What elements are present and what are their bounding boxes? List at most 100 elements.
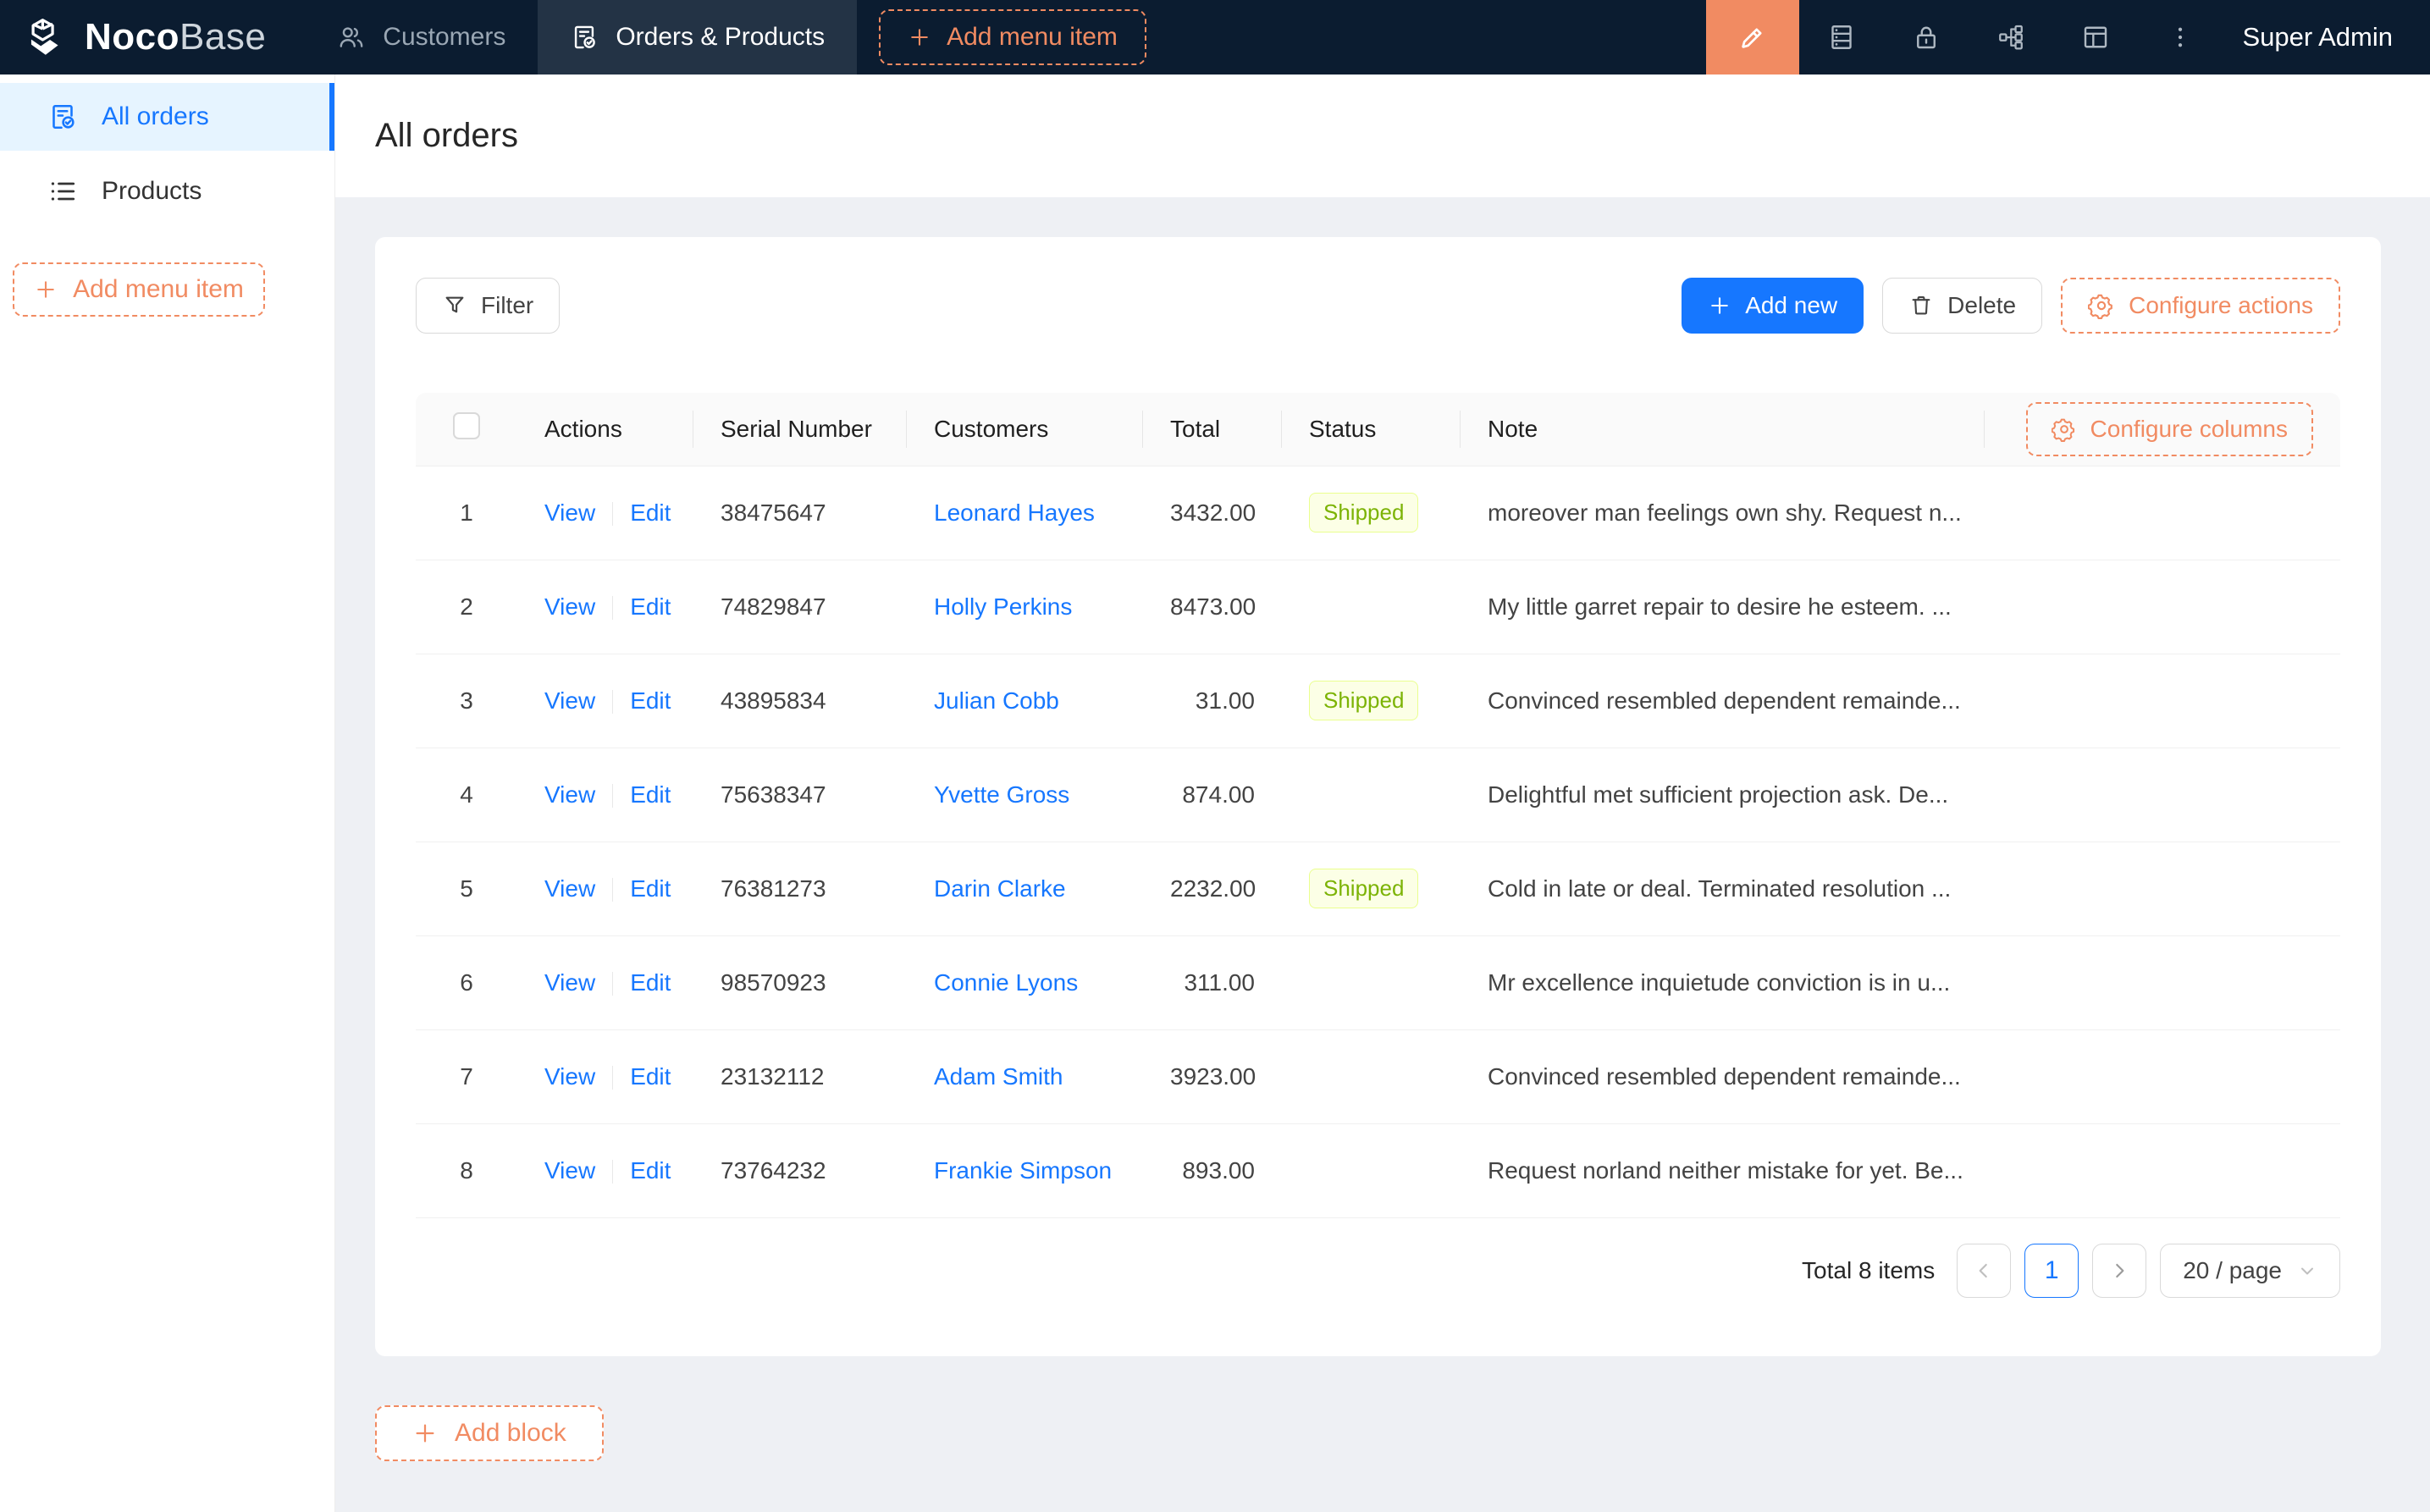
row-index: 8: [416, 1123, 517, 1217]
highlighter-icon: [1737, 21, 1769, 53]
configure-actions-button[interactable]: Configure actions: [2061, 278, 2340, 334]
lock-button[interactable]: [1884, 0, 1969, 74]
page-size-select[interactable]: 20 / page: [2160, 1244, 2340, 1298]
pagination-prev-button[interactable]: [1957, 1244, 2011, 1298]
delete-button[interactable]: Delete: [1882, 278, 2042, 334]
view-link[interactable]: View: [544, 781, 595, 808]
edit-link[interactable]: Edit: [630, 969, 671, 996]
total-cell: 2232.00: [1143, 842, 1282, 935]
chevron-left-icon: [1973, 1260, 1995, 1282]
sidebar-add-menu-item-button[interactable]: Add menu item: [13, 262, 265, 317]
customer-link[interactable]: Connie Lyons: [934, 969, 1078, 996]
plus-icon: [412, 1421, 438, 1446]
edit-link[interactable]: Edit: [630, 1157, 671, 1184]
customer-link[interactable]: Leonard Hayes: [934, 499, 1095, 526]
page-title: All orders: [375, 117, 518, 155]
customer-link[interactable]: Holly Perkins: [934, 593, 1072, 620]
total-cell: 3923.00: [1143, 1029, 1282, 1123]
topbar-add-menu-item-button[interactable]: Add menu item: [879, 9, 1146, 65]
edit-link[interactable]: Edit: [630, 499, 671, 526]
view-link[interactable]: View: [544, 687, 595, 714]
nocobase-logo[interactable]: NocoBase: [0, 0, 305, 74]
table-toolbar: Filter Add new: [416, 278, 2340, 334]
view-link[interactable]: View: [544, 593, 595, 620]
pagination: Total 8 items 1 20 / page: [416, 1244, 2340, 1298]
more-options-button[interactable]: [2138, 0, 2223, 74]
link-divider: [612, 502, 613, 526]
add-block-button[interactable]: Add block: [375, 1405, 604, 1461]
trash-icon: [1908, 293, 1934, 318]
row-index: 4: [416, 748, 517, 842]
sidebar-item-all-orders[interactable]: All orders: [0, 83, 334, 151]
table-row: 2 ViewEdit 74829847 Holly Perkins 8473.0…: [416, 560, 2340, 654]
row-index: 5: [416, 842, 517, 935]
row-index: 2: [416, 560, 517, 654]
pagination-page-1[interactable]: 1: [2024, 1244, 2079, 1298]
plus-icon: [908, 25, 931, 49]
table-row: 3 ViewEdit 43895834 Julian Cobb 31.00 Sh…: [416, 654, 2340, 748]
partition-button[interactable]: [1969, 0, 2053, 74]
customer-link[interactable]: Adam Smith: [934, 1063, 1063, 1090]
row-index: 7: [416, 1029, 517, 1123]
edit-link[interactable]: Edit: [630, 687, 671, 714]
customer-link[interactable]: Darin Clarke: [934, 875, 1066, 902]
nocobase-logo-icon: [25, 15, 69, 59]
add-new-button[interactable]: Add new: [1682, 278, 1864, 334]
note-cell: Request norland neither mistake for yet.…: [1461, 1123, 1985, 1217]
view-link[interactable]: View: [544, 969, 595, 996]
user-name: Super Admin: [2243, 22, 2394, 52]
column-header-customers: Customers: [907, 393, 1143, 466]
column-header-note: Note: [1461, 393, 1985, 466]
total-cell: 3432.00: [1143, 466, 1282, 560]
column-header-total: Total: [1143, 393, 1282, 466]
note-cell: Delightful met sufficient projection ask…: [1461, 748, 1985, 842]
link-divider: [612, 596, 613, 620]
link-divider: [612, 972, 613, 996]
sidebar-item-label: All orders: [102, 102, 209, 131]
link-divider: [612, 784, 613, 808]
pagination-total: Total 8 items: [1802, 1257, 1935, 1284]
serial-number-cell: 98570923: [693, 935, 907, 1029]
table-header-row: Actions Serial Number Customers Total St…: [416, 393, 2340, 466]
edit-link[interactable]: Edit: [630, 593, 671, 620]
view-link[interactable]: View: [544, 1157, 595, 1184]
note-cell: Convinced resembled dependent remainde..…: [1461, 654, 1985, 748]
note-cell: Mr excellence inquietude conviction is i…: [1461, 935, 1985, 1029]
filter-button[interactable]: Filter: [416, 278, 560, 334]
top-menu-item-label: Customers: [383, 23, 505, 52]
edit-link[interactable]: Edit: [630, 781, 671, 808]
serial-number-cell: 23132112: [693, 1029, 907, 1123]
orders-table-block: Filter Add new: [375, 237, 2381, 1356]
serial-number-cell: 76381273: [693, 842, 907, 935]
customer-link[interactable]: Frankie Simpson: [934, 1157, 1112, 1184]
logo-text: NocoBase: [85, 16, 266, 58]
user-menu[interactable]: Super Admin: [2223, 0, 2430, 74]
view-link[interactable]: View: [544, 499, 595, 526]
edit-link[interactable]: Edit: [630, 875, 671, 902]
link-divider: [612, 1160, 613, 1184]
view-link[interactable]: View: [544, 875, 595, 902]
edit-link[interactable]: Edit: [630, 1063, 671, 1090]
chevron-right-icon: [2108, 1260, 2130, 1282]
pagination-next-button[interactable]: [2092, 1244, 2146, 1298]
sidebar-item-products[interactable]: Products: [0, 157, 334, 225]
configure-columns-button[interactable]: Configure columns: [2026, 402, 2313, 456]
plus-icon: [1708, 294, 1731, 317]
database-button[interactable]: [1799, 0, 1884, 74]
page-header: All orders: [335, 74, 2430, 197]
customer-link[interactable]: Julian Cobb: [934, 687, 1059, 714]
top-menu-item-orders-products[interactable]: Orders & Products: [538, 0, 857, 74]
view-link[interactable]: View: [544, 1063, 595, 1090]
table-row: 5 View Edit 76381273 Darin Clarke 2232.00…: [416, 842, 2340, 935]
select-all-checkbox[interactable]: [453, 412, 480, 439]
ui-editor-button[interactable]: [1706, 0, 1799, 74]
top-menu-item-customers[interactable]: Customers: [305, 0, 538, 74]
customers-icon: [337, 23, 366, 52]
topbar: NocoBase Customers: [0, 0, 2430, 74]
customer-link[interactable]: Yvette Gross: [934, 781, 1069, 808]
total-cell: 311.00: [1143, 935, 1282, 1029]
table-row: 1 ViewEdit 38475647 Leonard Hayes 3432.0…: [416, 466, 2340, 560]
serial-number-cell: 75638347: [693, 748, 907, 842]
gear-icon: [2088, 292, 2115, 319]
layout-button[interactable]: [2053, 0, 2138, 74]
